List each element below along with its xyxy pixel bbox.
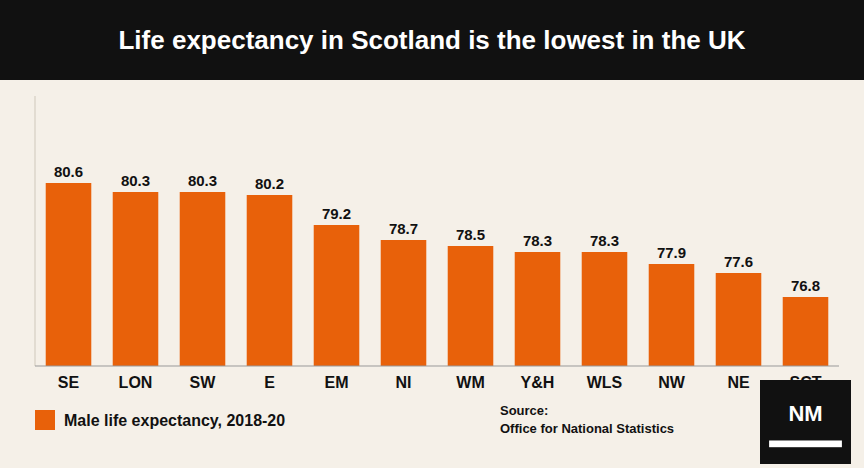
title: Life expectancy in Scotland is the lowes… [118,25,745,55]
bar [716,273,762,366]
x-tick-label: LON [119,374,153,391]
bar [247,195,293,366]
x-tick-label: E [264,374,275,391]
x-tick-label: EM [325,374,349,391]
logo-text: NM [788,401,822,426]
data-label: 78.3 [523,232,552,249]
data-label: 79.2 [322,205,351,222]
bar [180,192,226,366]
data-label: 80.2 [255,175,284,192]
legend-swatch [35,410,55,430]
bars [46,183,829,366]
bar [783,297,829,366]
source-note: Source:Office for National Statistics [500,403,674,436]
data-label: 77.9 [657,244,686,261]
data-label: 78.5 [456,226,485,243]
data-label: 77.6 [724,253,753,270]
bar [582,252,628,366]
data-label: 80.6 [54,163,83,180]
data-label: 80.3 [121,172,150,189]
bar [515,252,561,366]
background [0,0,864,468]
bar [113,192,159,366]
x-tick-label: SW [190,374,217,391]
title-band [0,0,864,80]
data-label: 78.7 [389,220,418,237]
bar [314,225,360,366]
bar [649,264,695,366]
logo-underline [769,440,842,447]
bar [448,246,494,366]
data-label: 76.8 [791,277,820,294]
x-tick-label: SE [58,374,80,391]
x-tick-label: WM [456,374,484,391]
logo-box [760,380,851,464]
bar [46,183,92,366]
data-label: 78.3 [590,232,619,249]
baseline [35,366,839,367]
chart: Life expectancy in Scotland is the lowes… [0,0,864,468]
y-axis-line [35,96,36,366]
x-tick-label: NI [396,374,412,391]
x-tick-label: WLS [587,374,623,391]
x-tick-label: NW [658,374,686,391]
legend-label: Male life expectancy, 2018-20 [64,412,285,429]
bar [381,240,427,366]
data-label: 80.3 [188,172,217,189]
x-tick-label: Y&H [521,374,555,391]
x-tick-label: NE [727,374,750,391]
